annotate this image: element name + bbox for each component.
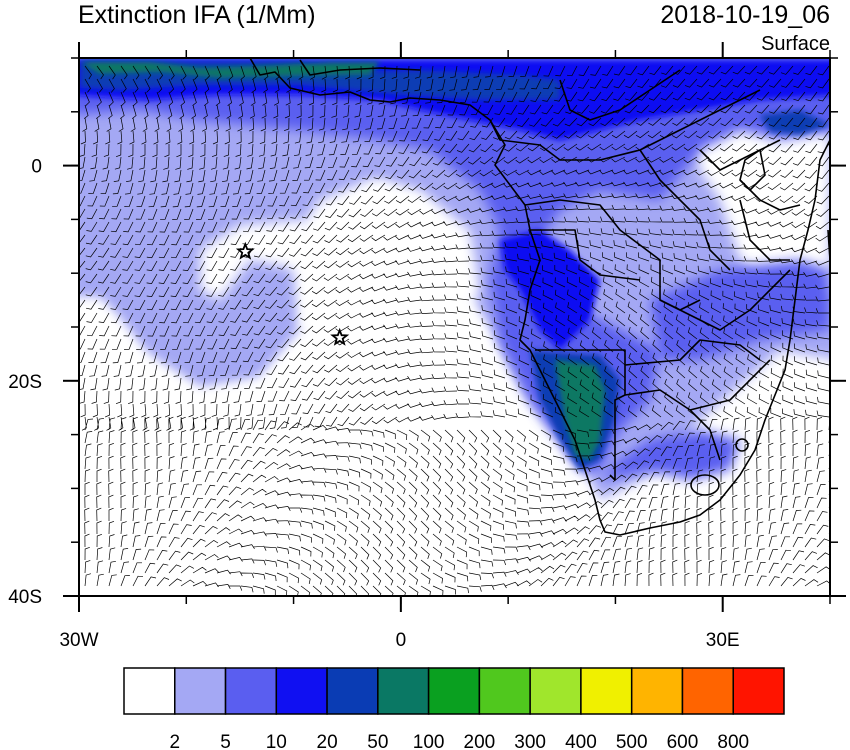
map-title: Extinction IFA (1/Mm) — [78, 1, 316, 29]
colorbar-segment — [529, 667, 582, 715]
colorbar-segment — [630, 667, 684, 715]
x-tick-label: 30W — [59, 630, 98, 651]
map-axes: 30W 0 30E 0 20S 40S — [8, 42, 846, 651]
colorbar-segment — [123, 667, 176, 715]
colorbar-label: 600 — [667, 732, 699, 750]
extinction-field-clear — [290, 180, 480, 330]
x-tick-label: 0 — [396, 630, 407, 651]
star-icon — [330, 327, 350, 346]
wind-barbs — [79, 65, 830, 596]
map-datetime: 2018-10-19_06 — [660, 1, 830, 29]
x-tick-label: 30E — [706, 630, 740, 651]
star-icon — [235, 241, 255, 260]
colorbar-segment — [681, 667, 734, 715]
colorbar-label: 5 — [220, 732, 231, 750]
colorbar-label: 300 — [514, 732, 546, 750]
colorbar-segment — [174, 667, 227, 715]
extinction-field-green-2 — [80, 62, 380, 78]
colorbar-label: 50 — [367, 732, 388, 750]
colorbar-segment — [732, 667, 785, 715]
extinction-field-medium-east — [650, 260, 830, 360]
extinction-field-clear-2 — [200, 220, 330, 300]
y-tick-label: 40S — [8, 587, 42, 608]
map-level-label: Surface — [761, 33, 830, 55]
extinction-field-dark-3 — [760, 110, 830, 135]
colorbar-segment — [427, 667, 481, 715]
y-tick-label: 20S — [8, 372, 42, 393]
station-markers — [235, 241, 350, 346]
colorbar-label: 200 — [464, 732, 496, 750]
colorbar-label: 2 — [169, 732, 180, 750]
coastline — [249, 58, 830, 536]
colorbar-segment — [377, 667, 430, 715]
colorbar-label: 800 — [717, 732, 749, 750]
colorbar-label: 20 — [317, 732, 338, 750]
map-plot-area — [79, 58, 830, 596]
colorbar-label: 10 — [266, 732, 287, 750]
colorbar-label: 100 — [413, 732, 445, 750]
colorbar-label: 500 — [616, 732, 648, 750]
colorbar-segment — [580, 667, 633, 715]
extinction-field-medium-south — [600, 430, 740, 480]
colorbar-segment — [275, 667, 328, 715]
extinction-field-clear-east — [690, 110, 830, 300]
wind-barb-icon — [79, 65, 830, 596]
colorbar-segment — [224, 667, 278, 715]
colorbar-segment — [326, 667, 379, 715]
colorbar-label: 400 — [565, 732, 597, 750]
y-tick-label: 0 — [31, 157, 42, 178]
colorbar: 2 5 10 20 50 100 200 300 400 500 600 800 — [123, 667, 785, 750]
colorbar-segment — [478, 667, 531, 715]
